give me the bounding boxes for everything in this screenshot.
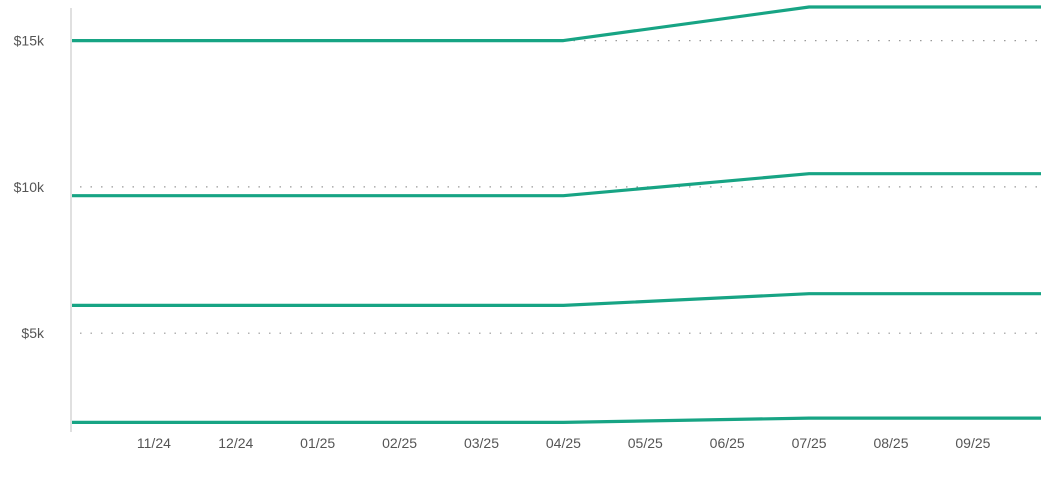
x-tick-label: 07/25 (792, 435, 827, 451)
series-line-2 (72, 172, 1041, 198)
y-tick-label: $5k (21, 325, 45, 341)
x-tick-label: 05/25 (628, 435, 663, 451)
x-tick-label: 09/25 (955, 435, 990, 451)
x-tick-label: 06/25 (710, 435, 745, 451)
x-tick-label: 03/25 (464, 435, 499, 451)
x-tick-label: 12/24 (218, 435, 253, 451)
series-line-1 (72, 5, 1041, 43)
y-tick-label: $10k (14, 179, 45, 195)
series-line-3 (72, 292, 1041, 307)
x-tick-label: 01/25 (300, 435, 335, 451)
y-axis-ticks: $5k $10k $15k (14, 33, 45, 342)
x-tick-label: 11/24 (137, 435, 171, 451)
series-line-4 (72, 416, 1041, 424)
y-tick-label: $15k (14, 33, 45, 49)
x-tick-label: 04/25 (546, 435, 581, 451)
series-lines (72, 5, 1041, 424)
x-axis-ticks: 11/24 12/24 01/25 02/25 03/25 04/25 05/25 06/25… (137, 435, 991, 451)
x-tick-label: 02/25 (382, 435, 417, 451)
gridlines (80, 39, 1038, 334)
x-tick-label: 08/25 (873, 435, 908, 451)
